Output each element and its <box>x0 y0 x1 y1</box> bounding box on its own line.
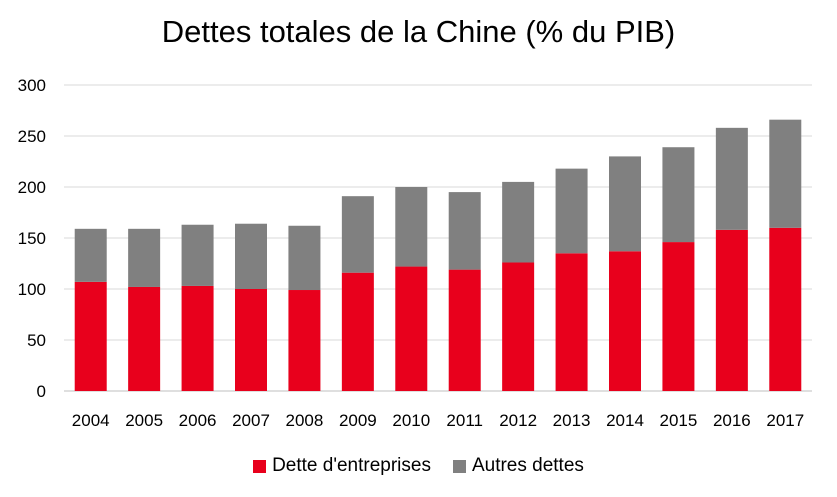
x-tick-label: 2007 <box>232 411 270 430</box>
bar-autres-dettes <box>181 224 214 286</box>
y-tick-label: 150 <box>18 229 46 248</box>
bar-autres-dettes <box>341 196 374 273</box>
x-tick-label: 2004 <box>72 411 110 430</box>
bar-dette-entreprises <box>769 227 802 391</box>
bar-dette-entreprises <box>448 269 481 391</box>
legend-swatch <box>253 459 267 473</box>
legend-swatch <box>452 459 466 473</box>
bar-dette-entreprises <box>235 289 267 391</box>
bar-dette-entreprises <box>555 253 588 391</box>
bar-autres-dettes <box>715 127 748 230</box>
legend: Dette d'entreprises Autres dettes <box>0 455 837 477</box>
x-tick-label: 2016 <box>713 411 751 430</box>
y-tick-label: 200 <box>18 178 46 197</box>
bar-dette-entreprises <box>341 272 374 391</box>
bar-dette-entreprises <box>502 262 535 391</box>
bar-dette-entreprises <box>662 242 695 391</box>
x-tick-label: 2014 <box>606 411 644 430</box>
x-tick-label: 2015 <box>660 411 698 430</box>
y-tick-label: 300 <box>18 76 46 95</box>
bar-dette-entreprises <box>74 281 107 391</box>
chart-title: Dettes totales de la Chine (% du PIB) <box>161 14 676 49</box>
bar-autres-dettes <box>288 225 321 291</box>
legend-item: Dette d'entreprises <box>253 455 431 477</box>
x-tick-label: 2009 <box>339 411 377 430</box>
bar-dette-entreprises <box>715 229 748 391</box>
bar-dette-entreprises <box>288 290 321 391</box>
bar-autres-dettes <box>662 147 695 243</box>
x-tick-label: 2006 <box>179 411 217 430</box>
bar-autres-dettes <box>128 228 161 287</box>
bar-autres-dettes <box>555 168 588 254</box>
x-tick-label: 2010 <box>392 411 430 430</box>
bar-autres-dettes <box>769 119 802 228</box>
legend-item: Autres dettes <box>452 455 584 477</box>
x-tick-label: 2012 <box>499 411 537 430</box>
x-tick-label: 2013 <box>553 411 591 430</box>
bar-autres-dettes <box>395 187 428 267</box>
x-tick-label: 2008 <box>286 411 324 430</box>
legend-label: Autres dettes <box>471 455 584 476</box>
y-tick-label: 0 <box>37 382 46 401</box>
legend-label: Dette d'entreprises <box>272 455 431 476</box>
bar-autres-dettes <box>448 192 481 270</box>
y-tick-label: 50 <box>27 331 46 350</box>
x-tick-label: 2011 <box>446 411 483 430</box>
bar-dette-entreprises <box>609 251 641 391</box>
bar-autres-dettes <box>74 228 107 282</box>
plot-area: 0 50 100 150 200 250 300 2004 2005 2006 2007 2008 20… <box>18 76 812 430</box>
x-tick-label: 2017 <box>766 411 804 430</box>
bar-autres-dettes <box>502 181 535 263</box>
y-tick-label: 250 <box>18 127 46 146</box>
bar-dette-entreprises <box>395 266 428 391</box>
bar-autres-dettes <box>235 223 267 289</box>
bar-dette-entreprises <box>181 285 214 391</box>
y-tick-label: 100 <box>18 280 46 299</box>
bar-autres-dettes <box>609 156 641 252</box>
bar-dette-entreprises <box>128 286 161 391</box>
x-tick-label: 2005 <box>125 411 163 430</box>
